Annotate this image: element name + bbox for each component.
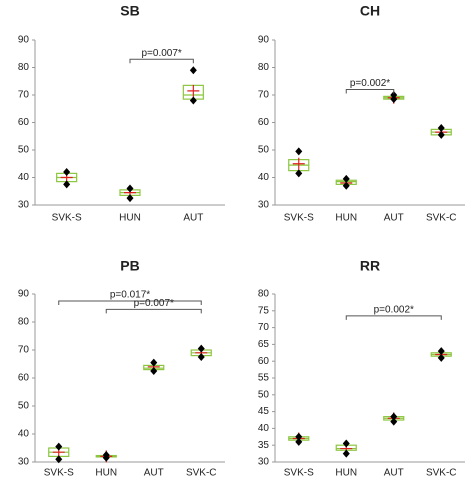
min-point <box>189 96 197 105</box>
y-tick-label: 80 <box>258 62 270 73</box>
chart-title: PB <box>120 258 139 274</box>
y-tick-label: 70 <box>18 90 30 101</box>
significance-bracket <box>345 315 442 320</box>
max-point <box>126 184 134 193</box>
max-point <box>342 174 350 183</box>
y-tick-label: 50 <box>18 401 30 412</box>
y-tick-label: 70 <box>18 345 30 356</box>
y-tick-label: 50 <box>18 145 30 156</box>
significance-bracket <box>129 58 194 64</box>
y-tick-label: 90 <box>258 35 270 46</box>
max-point <box>390 412 398 421</box>
chart-title: RR <box>360 258 380 274</box>
max-point <box>102 451 110 459</box>
y-tick-label: 80 <box>18 62 30 73</box>
x-tick-label: HUN <box>335 468 357 479</box>
x-tick-label: AUT <box>384 468 404 479</box>
y-tick-label: 80 <box>258 289 270 300</box>
significance-bracket <box>58 300 202 305</box>
y-tick-label: 50 <box>258 389 270 400</box>
y-tick-label: 40 <box>18 429 30 440</box>
x-tick-label: SVK-S <box>284 468 314 479</box>
max-point <box>390 91 398 99</box>
significance-label: p=0.002* <box>350 78 390 89</box>
max-point <box>437 347 445 356</box>
min-point <box>150 367 158 375</box>
max-point <box>55 442 63 451</box>
y-tick-label: 35 <box>258 440 270 451</box>
min-point <box>437 353 445 362</box>
min-point <box>295 437 303 446</box>
x-tick-label: SVK-C <box>186 468 217 479</box>
min-point <box>390 95 398 104</box>
max-point <box>342 439 350 448</box>
min-point <box>437 130 445 139</box>
y-tick-label: 70 <box>258 90 270 101</box>
x-tick-label: AUT <box>183 213 203 224</box>
x-tick-label: HUN <box>335 213 357 224</box>
y-tick-label: 75 <box>258 305 270 316</box>
y-tick-label: 80 <box>18 317 30 328</box>
significance-label: p=0.007* <box>134 298 174 309</box>
y-tick-label: 90 <box>18 289 30 300</box>
min-point <box>342 449 350 458</box>
max-point <box>189 66 197 75</box>
max-point <box>295 432 303 441</box>
y-tick-label: 30 <box>18 200 30 211</box>
significance-label: p=0.007* <box>142 48 182 59</box>
significance-bracket <box>345 89 395 94</box>
y-tick-label: 60 <box>258 356 270 367</box>
min-point <box>197 353 205 361</box>
x-tick-label: SVK-S <box>284 213 314 224</box>
x-tick-label: SVK-S <box>52 213 82 224</box>
significance-bracket <box>105 308 202 314</box>
mean-marker <box>187 84 200 97</box>
max-point <box>437 124 445 132</box>
y-tick-label: 65 <box>258 339 270 350</box>
y-tick-label: 40 <box>18 172 30 183</box>
y-tick-label: 45 <box>258 406 270 417</box>
y-tick-label: 60 <box>18 373 30 384</box>
significance-label: p=0.017* <box>110 290 150 301</box>
y-tick-label: 90 <box>18 35 30 46</box>
mean-marker <box>292 157 305 170</box>
y-tick-label: 60 <box>258 117 270 128</box>
chart-title: SB <box>120 3 139 19</box>
max-point <box>295 147 303 156</box>
min-point <box>295 169 303 178</box>
y-tick-label: 40 <box>258 423 270 434</box>
min-point <box>390 417 398 426</box>
significance-label: p=0.002* <box>374 304 414 315</box>
x-tick-label: AUT <box>384 213 404 224</box>
x-tick-label: SVK-S <box>44 468 74 479</box>
x-tick-label: HUN <box>119 213 141 224</box>
y-tick-label: 70 <box>258 322 270 333</box>
max-point <box>197 344 205 353</box>
y-tick-label: 30 <box>18 457 30 468</box>
y-tick-label: 40 <box>258 172 270 183</box>
max-point <box>63 168 71 176</box>
min-point <box>342 181 350 190</box>
x-tick-label: SVK-C <box>426 468 457 479</box>
y-tick-label: 60 <box>18 117 30 128</box>
x-tick-label: AUT <box>144 468 164 479</box>
min-point <box>55 455 63 464</box>
min-point <box>63 180 71 189</box>
x-tick-label: SVK-C <box>426 213 457 224</box>
y-tick-label: 30 <box>258 200 270 211</box>
x-tick-label: HUN <box>95 468 117 479</box>
y-tick-label: 55 <box>258 373 270 384</box>
y-tick-label: 30 <box>258 457 270 468</box>
y-tick-label: 50 <box>258 145 270 156</box>
max-point <box>150 358 158 367</box>
chart-title: CH <box>360 3 380 19</box>
min-point <box>126 194 134 203</box>
